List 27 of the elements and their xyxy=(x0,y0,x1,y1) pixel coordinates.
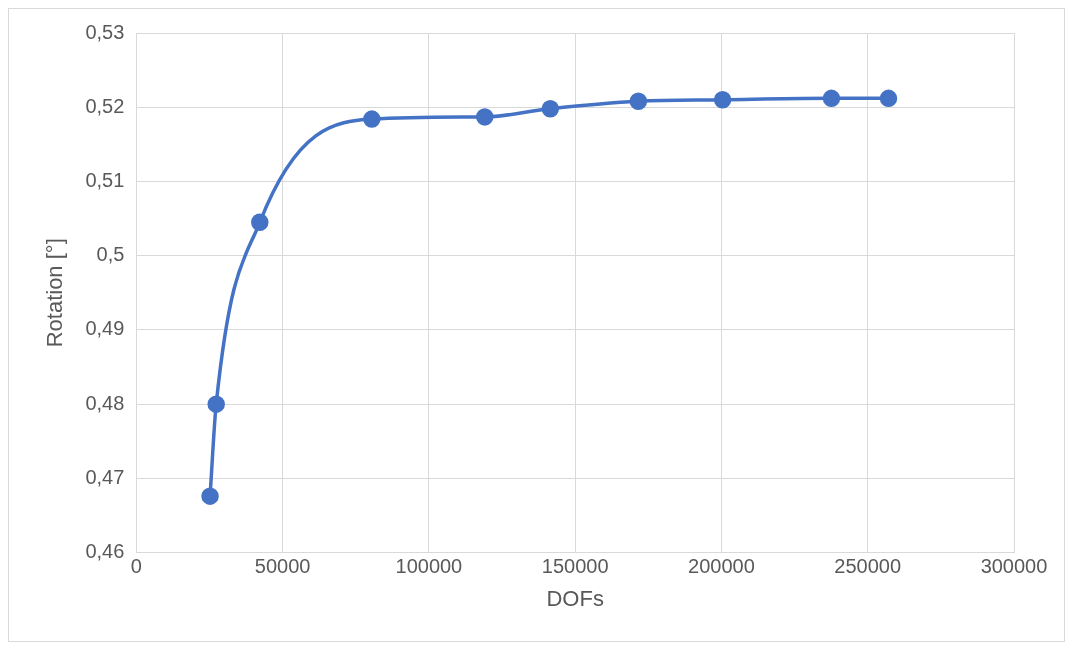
point xyxy=(822,89,841,108)
point xyxy=(879,89,898,108)
x-tick-label: 100000 xyxy=(395,555,463,578)
y-tick-label: 0,53 xyxy=(85,20,125,43)
y-tick-label: 0,52 xyxy=(85,94,125,117)
point xyxy=(207,395,225,413)
y-tick-label: 0,51 xyxy=(85,168,125,191)
x-tick-label: 250000 xyxy=(834,555,902,578)
y-axis-title: Rotation [°] xyxy=(42,238,68,348)
point xyxy=(201,487,219,505)
point xyxy=(629,92,648,111)
x-tick-label: 0 xyxy=(130,555,142,578)
x-axis-title: DOFs xyxy=(546,585,604,611)
point xyxy=(713,91,732,109)
y-tick-label: 0,5 xyxy=(96,243,125,266)
point xyxy=(363,110,381,128)
x-tick-label: 50000 xyxy=(254,555,311,578)
y-tick-label: 0,46 xyxy=(85,540,125,563)
point xyxy=(541,99,560,118)
x-tick-label: 200000 xyxy=(688,555,755,578)
y-tick-label: 0,47 xyxy=(85,465,125,488)
y-tick-label: 0,48 xyxy=(85,391,125,414)
y-tick-label: 0,49 xyxy=(85,317,125,340)
x-tick-label: 300000 xyxy=(980,555,1048,578)
point xyxy=(251,213,269,232)
point xyxy=(476,108,494,126)
x-tick-label: 150000 xyxy=(541,555,609,578)
